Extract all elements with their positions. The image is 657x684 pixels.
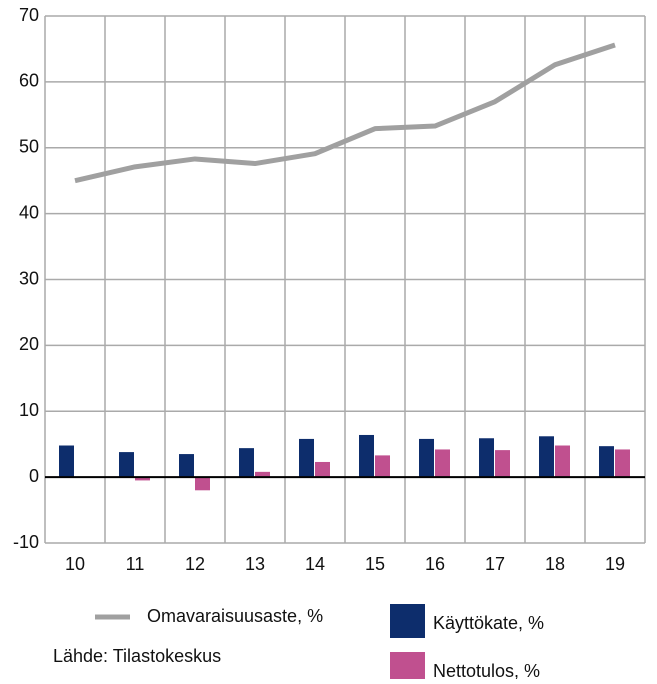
bar bbox=[255, 471, 270, 478]
y-tick-label: -10 bbox=[13, 532, 39, 552]
bar bbox=[195, 477, 210, 491]
x-tick-label: 17 bbox=[485, 554, 505, 574]
bar bbox=[375, 455, 390, 478]
x-tick-label: 16 bbox=[425, 554, 445, 574]
bar bbox=[419, 438, 434, 478]
legend-swatch bbox=[390, 652, 425, 684]
legend-label: Nettotulos, % bbox=[433, 661, 540, 679]
bar bbox=[615, 449, 630, 478]
bar bbox=[59, 445, 74, 478]
y-tick-label: 40 bbox=[19, 202, 39, 222]
bar bbox=[599, 446, 614, 478]
bar bbox=[479, 438, 494, 478]
bar bbox=[435, 449, 450, 478]
bar bbox=[179, 454, 194, 478]
y-tick-label: 30 bbox=[19, 268, 39, 288]
x-tick-label: 12 bbox=[185, 554, 205, 574]
bar bbox=[539, 436, 554, 478]
y-tick-label: 50 bbox=[19, 137, 39, 157]
line-series bbox=[74, 42, 616, 184]
x-tick-label: 15 bbox=[365, 554, 385, 574]
x-tick-label: 18 bbox=[545, 554, 565, 574]
y-tick-label: 70 bbox=[19, 5, 39, 25]
bar bbox=[315, 461, 330, 478]
legend-label: Omavaraisuusaste, % bbox=[147, 606, 323, 626]
x-tick-label: 19 bbox=[605, 554, 625, 574]
bar bbox=[495, 450, 510, 478]
bar bbox=[239, 448, 254, 478]
bar bbox=[299, 438, 314, 478]
x-tick-label: 10 bbox=[65, 554, 85, 574]
bar bbox=[555, 445, 570, 478]
y-tick-label: 10 bbox=[19, 400, 39, 420]
x-tick-label: 13 bbox=[245, 554, 265, 574]
y-tick-label: 0 bbox=[29, 466, 39, 486]
y-tick-label: 60 bbox=[19, 71, 39, 91]
y-tick-label: 20 bbox=[19, 334, 39, 354]
source-note: Lähde: Tilastokeskus bbox=[53, 646, 221, 666]
legend-label: Käyttökate, % bbox=[433, 613, 544, 633]
legend-swatch bbox=[390, 604, 425, 638]
bar bbox=[359, 434, 374, 478]
x-tick-label: 14 bbox=[305, 554, 325, 574]
bar bbox=[119, 452, 134, 478]
x-tick-label: 11 bbox=[126, 554, 145, 574]
bar bbox=[135, 477, 150, 481]
